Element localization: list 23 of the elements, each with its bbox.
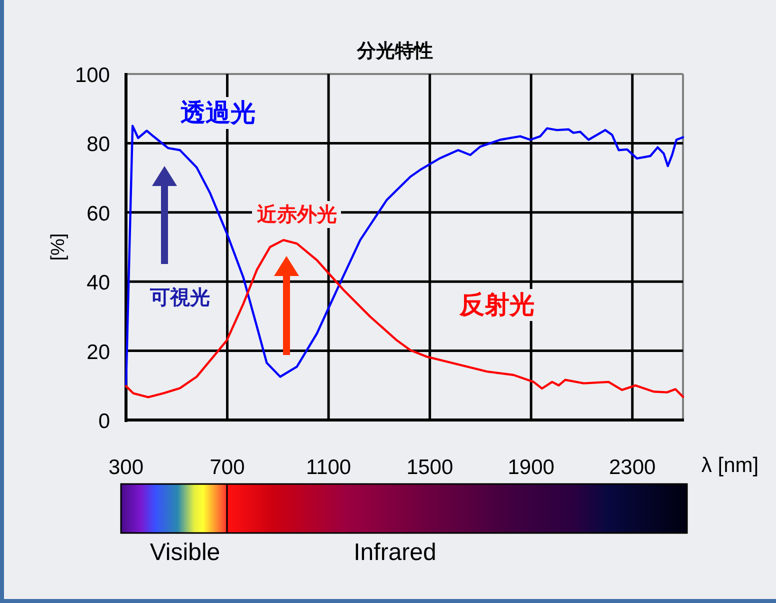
y-tick-label: 60 [86,202,110,226]
series-label: 反射光 [458,291,534,319]
chart-title: 分光特性 [356,40,433,62]
x-tick-label: 1100 [306,456,352,479]
y-tick-label: 20 [86,340,110,364]
x-tick-label: 1900 [508,456,554,479]
y-tick-label: 100 [74,64,110,87]
y-tick-label: 0 [98,410,110,433]
line-series [124,124,684,386]
x-axis-title: λ [nm] [701,454,759,477]
annotation: 近赤外光 [256,203,337,226]
text: Infrared [354,539,436,566]
y-tick-label: 80 [86,133,110,156]
series-label: 透過光 [180,99,256,127]
annotation: 可視光 [149,286,210,309]
x-tick-label: 700 [210,456,245,479]
y-tick-label: 40 [86,272,110,295]
x-tick-label: 2300 [609,456,656,479]
x-tick-label: 1500 [406,456,454,479]
text: Visible [150,539,220,566]
line-series [124,238,684,398]
y-axis-title: [%] [48,233,69,261]
x-tick-label: 300 [108,456,144,479]
